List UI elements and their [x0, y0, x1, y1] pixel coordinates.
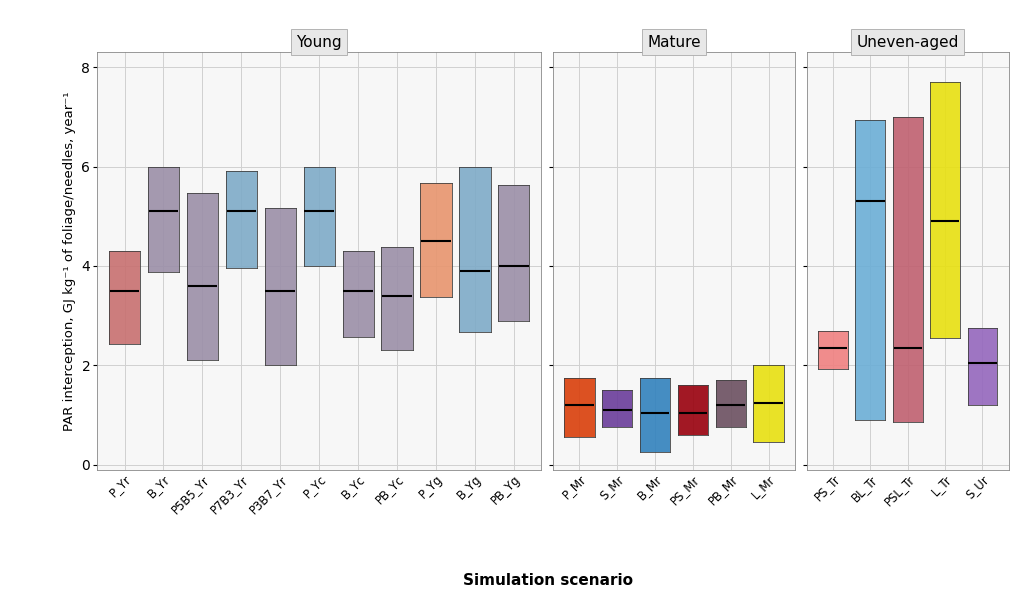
Y-axis label: PAR interception, GJ kg⁻¹ of foliage/needles, year⁻¹: PAR interception, GJ kg⁻¹ of foliage/nee… [62, 91, 76, 430]
Text: Simulation scenario: Simulation scenario [463, 573, 633, 588]
Title: Young: Young [296, 34, 342, 50]
Title: Mature: Mature [647, 34, 700, 50]
Title: Uneven-aged: Uneven-aged [857, 34, 958, 50]
